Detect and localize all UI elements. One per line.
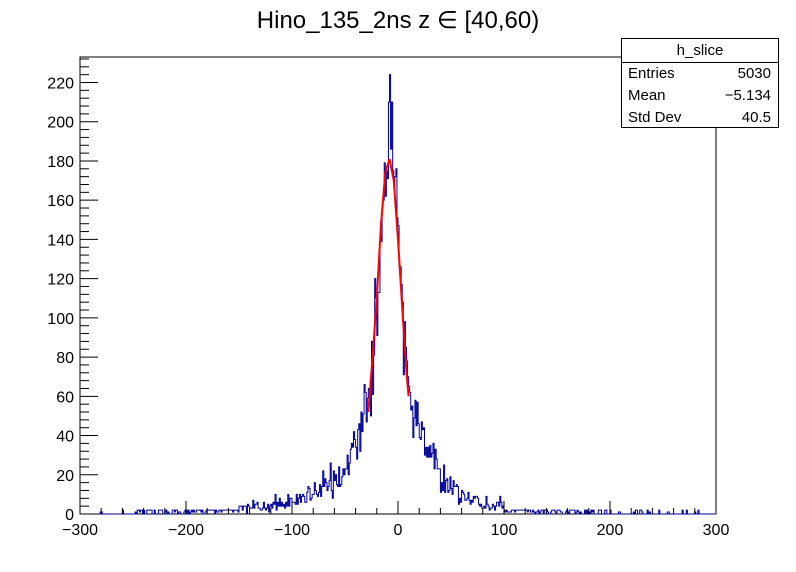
y-tick-label: 60: [56, 389, 74, 406]
y-tick-label: 220: [47, 75, 74, 92]
stats-box: h_slice Entries 5030 Mean −5.134 Std Dev…: [621, 38, 779, 128]
stats-label: Std Dev: [628, 109, 682, 126]
stats-value: 5030: [737, 65, 771, 82]
y-tick-label: 100: [47, 311, 74, 328]
stats-row-entries: Entries 5030: [622, 63, 778, 85]
axes-layer: −300 −200 −100 0 100 200 300 0 20 40 60 80 100 120 140…: [47, 58, 730, 539]
y-tick-label: 140: [47, 232, 74, 249]
y-tick-label: 200: [47, 115, 74, 132]
y-tick-label: 160: [47, 193, 74, 210]
stats-row-mean: Mean −5.134: [622, 85, 778, 107]
x-tick-label: −100: [274, 522, 310, 539]
x-tick-label: 100: [491, 522, 518, 539]
y-tick-label: 40: [56, 429, 74, 446]
stats-row-stddev: Std Dev 40.5: [622, 107, 778, 129]
stats-box-title: h_slice: [622, 39, 778, 63]
x-tick-label: −300: [62, 522, 98, 539]
x-tick-label: −200: [168, 522, 204, 539]
fit-layer: [367, 158, 410, 413]
x-tick-label: 300: [703, 522, 730, 539]
stats-value: −5.134: [724, 87, 771, 104]
chart-title: Hino_135_2ns z ∈ [40,60): [256, 7, 540, 34]
fit-curve: [367, 158, 410, 413]
x-tick-label: 200: [597, 522, 624, 539]
y-tick-label: 0: [65, 507, 74, 524]
stats-label: Mean: [628, 87, 666, 104]
y-tick-label: 120: [47, 272, 74, 289]
y-tick-label: 20: [56, 468, 74, 485]
stats-value: 40.5: [741, 109, 771, 126]
y-tick-label: 80: [56, 350, 74, 367]
y-tick-label: 180: [47, 154, 74, 171]
stats-label: Entries: [628, 65, 675, 82]
x-tick-label: 0: [394, 522, 403, 539]
